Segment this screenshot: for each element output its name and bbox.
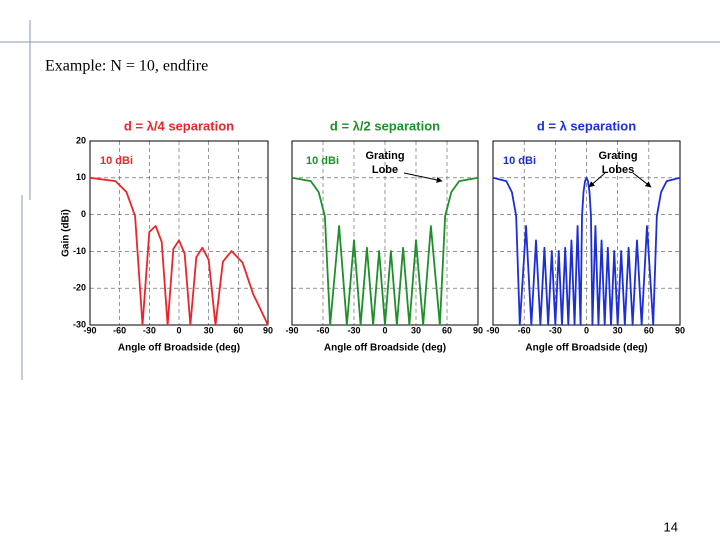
x-tick-label: -30 [143, 325, 156, 335]
annotation: 10 dBi [306, 155, 339, 167]
chart-title: d = λ/2 separation [330, 118, 440, 133]
chart-title: d = λ/4 separation [124, 118, 234, 133]
x-tick-label: 0 [382, 325, 387, 335]
plot-frame [89, 140, 269, 326]
annotation-arrow [632, 172, 652, 188]
plot-frame [492, 140, 681, 326]
x-tick-label: 30 [411, 325, 421, 335]
x-tick-label: 30 [204, 325, 214, 335]
chart-title: d = λ separation [537, 118, 636, 133]
annotation: 10 dBi [503, 155, 536, 167]
x-tick-label: 0 [584, 325, 589, 335]
y-tick-label: -10 [73, 246, 86, 256]
x-axis-label: Angle off Broadside (deg) [118, 343, 240, 354]
x-tick-label: -60 [518, 325, 531, 335]
x-tick-label: 60 [644, 325, 654, 335]
gain-line [291, 176, 479, 326]
x-axis-label: Angle off Broadside (deg) [324, 343, 446, 354]
x-tick-label: 60 [442, 325, 452, 335]
y-tick-label: 10 [76, 172, 86, 182]
annotation-arrow [588, 172, 606, 188]
x-tick-label: -30 [347, 325, 360, 335]
page-number: 14 [664, 519, 678, 534]
x-tick-label: -90 [285, 325, 298, 335]
x-tick-label: -90 [486, 325, 499, 335]
slide-title: Example: N = 10, endfire [45, 58, 208, 75]
x-tick-label: -60 [113, 325, 126, 335]
annotation: Lobe [372, 164, 398, 176]
y-axis-label: Gain (dBi) [61, 209, 72, 257]
x-tick-label: 0 [176, 325, 181, 335]
x-tick-label: 90 [675, 325, 685, 335]
x-tick-label: -60 [316, 325, 329, 335]
x-tick-label: 90 [263, 325, 273, 335]
x-tick-label: 30 [613, 325, 623, 335]
annotation: Grating [598, 150, 637, 162]
x-tick-label: 90 [473, 325, 483, 335]
y-tick-label: -20 [73, 283, 86, 293]
annotation: Grating [365, 150, 404, 162]
y-tick-label: 0 [81, 209, 86, 219]
x-axis-label: Angle off Broadside (deg) [525, 343, 647, 354]
annotation: 10 dBi [100, 155, 133, 167]
y-tick-label: 20 [76, 135, 86, 145]
gain-line [89, 176, 269, 326]
x-tick-label: 60 [233, 325, 243, 335]
gain-line [492, 176, 681, 326]
y-tick-label: -30 [73, 319, 86, 329]
annotation-arrow [403, 172, 443, 183]
x-tick-label: -30 [549, 325, 562, 335]
annotation: Lobes [602, 164, 634, 176]
x-tick-label: -90 [83, 325, 96, 335]
